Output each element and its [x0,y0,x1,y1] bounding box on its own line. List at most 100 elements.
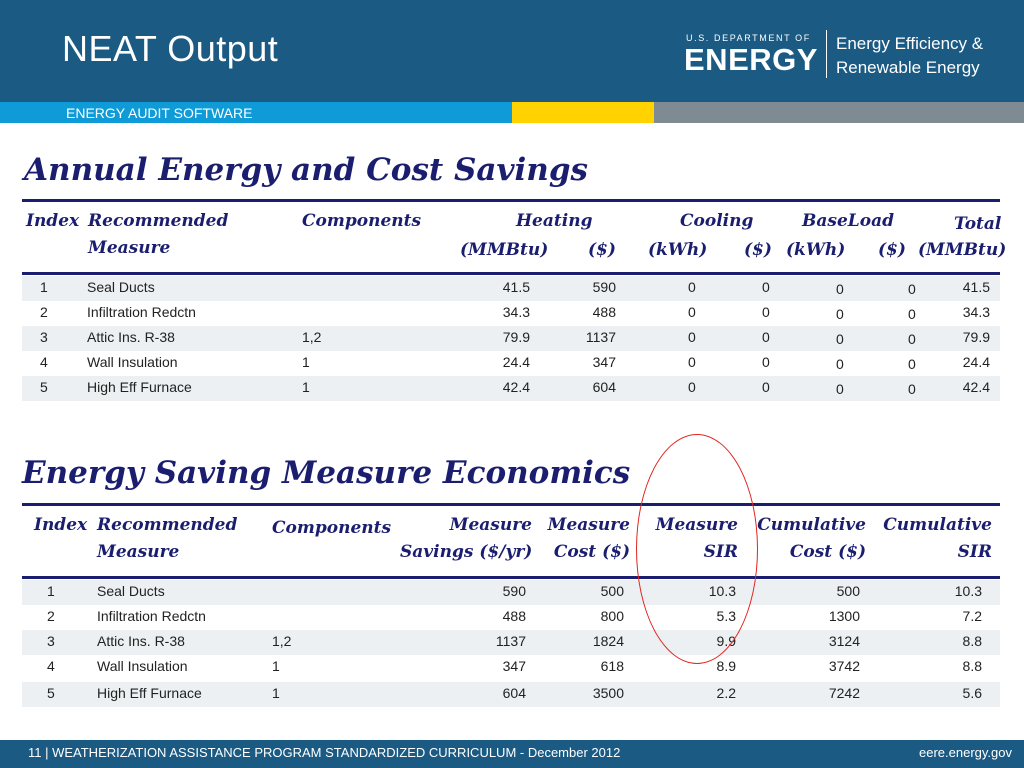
savings-baseload-cost: 0 [908,306,916,322]
economics-cost: 800 [600,608,624,624]
savings-index: 2 [40,304,48,320]
table-row: 5 High Eff Furnace 1 604 3500 2.2 7242 5… [22,682,1000,707]
economics-savings: 1137 [495,633,526,649]
economics-measure: Attic Ins. R-38 [97,633,185,649]
economics-header-cumsir-line2: SIR [957,542,992,562]
economics-measure: Wall Insulation [97,658,188,674]
economics-header-measure-line2: Measure [97,542,180,562]
savings-header-baseload-cost: ($) [878,240,906,260]
savings-heating-cost: 1137 [585,329,616,345]
economics-header-components: Components [272,518,392,538]
savings-heating-cost: 604 [592,379,616,395]
savings-header-total: Total [954,214,1002,234]
savings-heating-mmbtu: 34.3 [502,304,530,320]
ribbon-label: ENERGY AUDIT SOFTWARE [66,105,253,121]
savings-measure: Wall Insulation [87,354,178,370]
economics-savings: 590 [502,583,526,599]
savings-baseload-cost: 0 [908,281,916,297]
footer-website: eere.energy.gov [919,745,1012,760]
economics-cumulative-sir: 8.8 [962,633,982,649]
economics-savings: 604 [502,685,526,701]
savings-baseload-cost: 0 [908,381,916,397]
savings-header-heating-mmbtu: (MMBtu) [460,240,549,260]
savings-baseload-kwh: 0 [836,331,844,347]
office-name-line1: Energy Efficiency & [836,34,984,53]
table-row: 2 Infiltration Redctn 34.3 488 0 0 0 0 3… [22,301,1000,326]
economics-components: 1,2 [272,633,292,649]
economics-cumulative-sir: 7.2 [962,608,982,624]
table-row: 3 Attic Ins. R-38 1,2 1137 1824 9.9 3124… [22,630,1000,655]
economics-cost: 3500 [592,685,624,701]
economics-cumulative-cost: 3742 [828,658,860,674]
savings-total-mmbtu: 42.4 [962,379,990,395]
logo-divider [826,30,827,78]
sir-highlight-ellipse [636,434,758,664]
savings-cooling-kwh: 0 [688,379,696,395]
savings-total-mmbtu: 34.3 [962,304,990,320]
economics-cumulative-sir: 5.6 [962,685,982,701]
savings-cooling-cost: 0 [762,279,770,295]
savings-components: 1 [302,379,310,395]
savings-baseload-kwh: 0 [836,381,844,397]
savings-header-total-mmbtu: (MMBtu) [918,240,1007,260]
savings-measure: High Eff Furnace [87,379,192,395]
table-row: 1 Seal Ducts 41.5 590 0 0 0 0 41.5 [22,276,1000,301]
savings-heating-mmbtu: 24.4 [502,354,530,370]
economics-cost: 1824 [592,633,624,649]
economics-index: 3 [47,633,55,649]
savings-baseload-kwh: 0 [836,281,844,297]
savings-header-baseload-kwh: (kWh) [786,240,846,260]
savings-total-mmbtu: 41.5 [962,279,990,295]
savings-components: 1,2 [302,329,322,345]
doe-logo-wordmark: ENERGY [684,42,818,77]
economics-cumulative-sir: 10.3 [954,583,982,599]
economics-cumulative-cost: 3124 [828,633,860,649]
savings-header-cooling: Cooling [680,211,754,231]
economics-header-cumcost-line1: Cumulative [757,515,866,535]
savings-heating-cost: 347 [592,354,616,370]
economics-header-savings-line1: Measure [449,515,532,535]
savings-cooling-kwh: 0 [688,329,696,345]
savings-header-measure-line2: Measure [88,238,171,258]
economics-header-cost-line2: Cost ($) [553,542,630,562]
economics-index: 4 [47,658,55,674]
savings-header-index: Index [26,211,80,231]
economics-header-measure-line1: Recommended [97,515,238,535]
economics-cumulative-sir: 8.8 [962,658,982,674]
economics-components: 1 [272,685,280,701]
slide-footer [0,740,1024,768]
savings-header-baseload: BaseLoad [802,211,894,231]
savings-header-cooling-kwh: (kWh) [648,240,708,260]
economics-index: 5 [47,685,55,701]
savings-cooling-cost: 0 [762,354,770,370]
economics-header-index: Index [34,515,88,535]
ribbon-blue-segment [0,102,512,123]
economics-components: 1 [272,658,280,674]
footer-caption: 11 | WEATHERIZATION ASSISTANCE PROGRAM S… [28,745,621,760]
savings-header-rule [22,272,1000,275]
savings-header-heating: Heating [516,211,593,231]
savings-cooling-cost: 0 [762,304,770,320]
economics-measure: Infiltration Redctn [97,608,206,624]
savings-header-heating-cost: ($) [588,240,616,260]
economics-sir: 8.9 [716,658,736,674]
savings-cooling-kwh: 0 [688,304,696,320]
savings-components: 1 [302,354,310,370]
table-row: 5 High Eff Furnace 1 42.4 604 0 0 0 0 42… [22,376,1000,401]
economics-index: 1 [47,583,55,599]
savings-measure: Attic Ins. R-38 [87,329,175,345]
savings-measure: Seal Ducts [87,279,155,295]
savings-index: 3 [40,329,48,345]
doe-logo-small-text: U.S. DEPARTMENT OF [686,33,811,43]
savings-header-cooling-cost: ($) [744,240,772,260]
savings-heating-mmbtu: 41.5 [502,279,530,295]
savings-section-title: Annual Energy and Cost Savings [24,152,588,188]
economics-sir: 2.2 [716,685,736,701]
economics-header-savings-line2: Savings ($/yr) [400,542,533,562]
office-name-line2: Renewable Energy [836,58,980,77]
economics-header-cumsir-line1: Cumulative [883,515,992,535]
savings-cooling-kwh: 0 [688,279,696,295]
economics-cumulative-cost: 1300 [828,608,860,624]
economics-cost: 618 [600,658,624,674]
economics-cost: 500 [600,583,624,599]
